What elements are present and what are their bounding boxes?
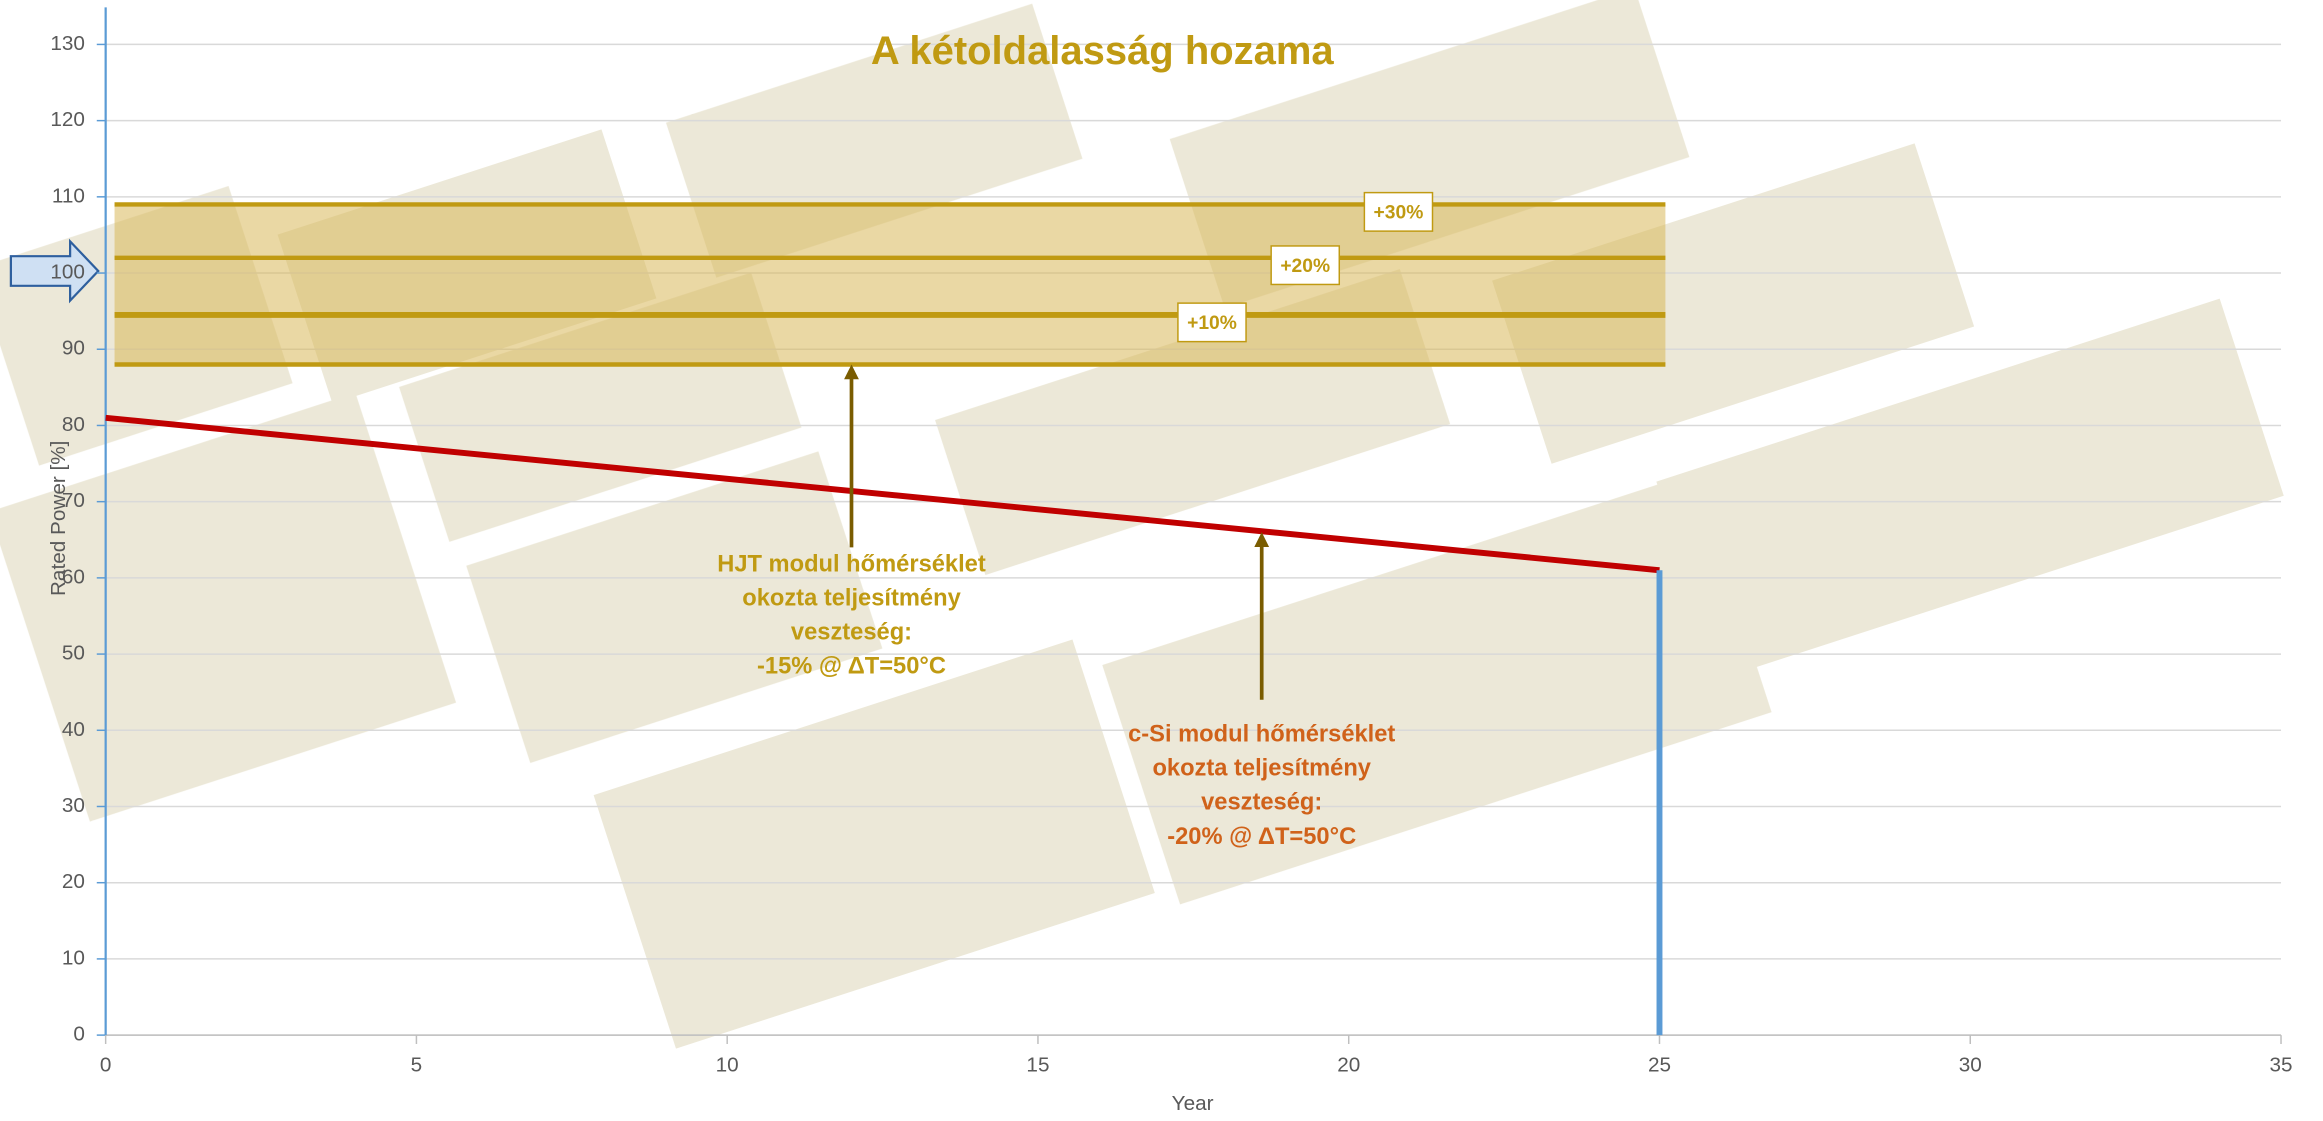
y-tick-label: 110	[52, 184, 85, 207]
annotation-text: veszteség:	[791, 620, 912, 646]
annotation-text: HJT modul hőmérséklet	[717, 551, 986, 577]
background	[0, 0, 2284, 1049]
y-tick-label: 20	[62, 870, 85, 893]
y-tick-label: 50	[62, 642, 85, 665]
y-tick-label: 90	[62, 337, 85, 360]
annotation-text: okozta teljesítmény	[1152, 756, 1371, 782]
annotation-text: -20% @ ΔT=50°C	[1167, 824, 1356, 850]
y-tick-label: 30	[62, 794, 85, 817]
x-tick-label: 35	[2269, 1054, 2292, 1077]
annotation-text: -15% @ ΔT=50°C	[757, 654, 946, 680]
y-tick-label: 130	[50, 32, 85, 55]
x-tick-label: 15	[1026, 1054, 1049, 1077]
band-label: +20%	[1280, 256, 1330, 277]
y-tick-label: 10	[62, 946, 85, 969]
x-tick-label: 20	[1337, 1054, 1360, 1077]
x-axis-label: Year	[1172, 1092, 1214, 1115]
annotation-text: c-Si modul hőmérséklet	[1128, 722, 1395, 748]
arrow-head	[844, 364, 859, 379]
x-tick-label: 25	[1648, 1054, 1671, 1077]
chart: A kétoldalasság hozama Year Rated Power …	[0, 0, 2323, 1121]
band-label: +30%	[1374, 202, 1424, 223]
y-tick-label: 120	[50, 108, 85, 131]
y-tick-label: 80	[62, 413, 85, 436]
x-tick-label: 5	[411, 1054, 423, 1077]
y-tick-label: 40	[62, 718, 85, 741]
x-tick-label: 0	[100, 1054, 112, 1077]
band-label: +10%	[1187, 313, 1237, 334]
annotation-text: okozta teljesítmény	[742, 585, 961, 611]
y-tick-label: 0	[73, 1023, 85, 1046]
annotation-text: veszteség:	[1201, 790, 1322, 816]
x-tick-label: 10	[716, 1054, 739, 1077]
chart-title: A kétoldalasság hozama	[871, 29, 1335, 73]
y-tick-label: 60	[62, 565, 85, 588]
y-tick-label: 70	[62, 489, 85, 512]
x-tick-label: 30	[1959, 1054, 1982, 1077]
y-tick-label: 100	[50, 261, 85, 284]
